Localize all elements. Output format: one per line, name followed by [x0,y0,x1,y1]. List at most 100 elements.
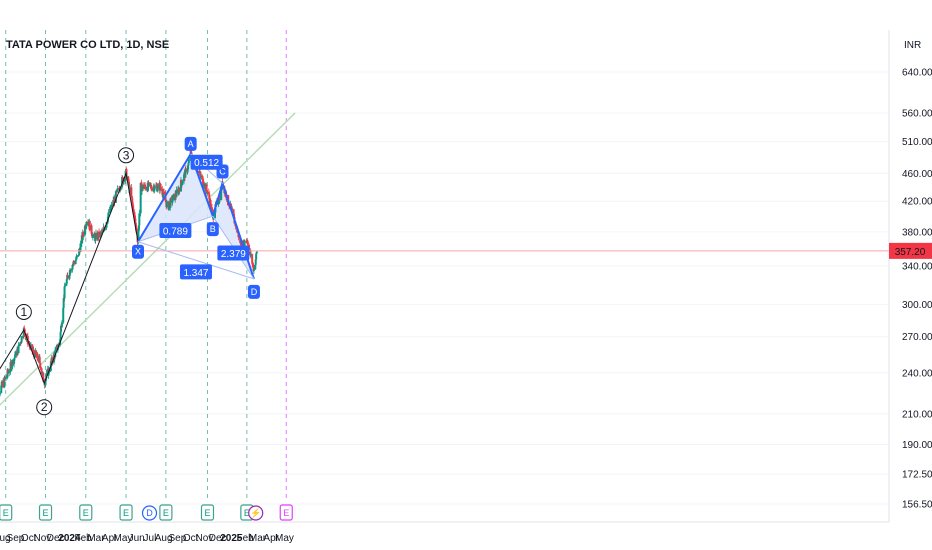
candle-body [189,157,192,160]
wave-label-circle [36,399,53,416]
candle-body [147,182,150,188]
candle-body [140,187,143,192]
event-letter: E [123,508,129,518]
candle-body [137,225,140,231]
candle-body [184,168,187,178]
candle-body [107,212,110,217]
candle-body [161,188,164,196]
candle-body [148,182,151,184]
candle-body [131,202,134,206]
last-price-badge: 357.20 [889,242,932,259]
candle-body [149,183,152,186]
event-marker-upcoming[interactable]: E [279,504,293,521]
candle-body [218,196,221,200]
event-badge[interactable] [38,504,53,521]
event-badge[interactable] [279,504,293,521]
event-badge[interactable] [0,504,13,521]
candle-body [206,192,209,194]
candle-body [98,231,101,238]
ratio-value: 1.347 [183,268,208,279]
candle-body [13,356,16,358]
candle-body [199,172,202,175]
candle-body [199,174,202,178]
event-marker-earnings[interactable]: E [38,504,53,521]
event-marker-earnings[interactable]: E [0,504,13,521]
pattern-ratio-line [137,241,255,280]
time-axis: AugSepOctNovDec2024FebMarAprMayJunJulAug… [0,533,294,544]
pattern-point-D: D [251,287,258,297]
candle-body [208,193,211,199]
event-marker-earnings[interactable]: E [200,504,215,521]
time-tick-label: Mar [87,533,105,544]
candle-body [232,209,235,215]
event-marker-earnings[interactable]: E [79,504,93,521]
candle-body [153,189,156,192]
candle-body [32,349,35,353]
wave-lines[interactable]: 1 2 3 [0,147,139,416]
event-marker-earnings[interactable]: E [159,504,173,521]
candle-body [51,357,54,362]
candle-body [94,232,97,236]
candle-body [70,269,73,271]
event-marker-dividend[interactable]: D [141,505,158,521]
wave-path[interactable] [0,171,139,385]
candle-body [254,259,257,265]
candle-body [164,200,167,203]
candle-body [60,326,63,332]
candle-body [130,195,133,198]
price-tick-label: 240.00 [902,368,932,379]
candle-body [203,183,206,188]
time-tick-label: Nov [195,533,213,544]
candle-body [143,187,146,189]
candle-body [166,201,169,203]
event-badge[interactable] [79,504,93,521]
candle-body [205,184,208,191]
event-marker-split[interactable]: ⚡ [248,505,264,521]
candle-body [249,250,252,256]
trendline[interactable] [0,112,296,417]
event-marker-earnings[interactable]: E [119,504,133,521]
price-tick-label: 190.00 [902,440,932,451]
candle-body [100,231,103,234]
event-badge[interactable] [141,505,158,521]
candle-body [38,357,41,364]
price-tick-label: 510.00 [902,137,932,148]
event-markers[interactable]: E E E E D E E E ⚡ E [0,504,293,521]
candle-body [190,150,193,153]
pattern-point-A: A [188,139,194,149]
event-badge[interactable] [200,504,215,521]
price-tick-label: 380.00 [902,227,932,238]
candle-body [31,344,34,352]
candle-body [156,189,159,192]
candle-body [209,199,212,208]
time-tick-label: Apr [102,533,118,544]
wave-label-2: 2 [41,400,48,414]
wave-label-1: 1 [20,305,27,319]
candle-body [153,185,156,190]
candle-body [180,179,183,183]
price-axis-panel[interactable] [889,0,932,522]
candle-body [113,198,116,203]
candle-body [172,194,175,196]
candle-body [74,260,77,265]
event-badge[interactable] [159,504,173,521]
candle-body [220,186,223,200]
event-badge[interactable] [248,505,264,521]
candle-body [18,343,21,346]
candle-body [63,286,66,299]
candle-body [186,169,189,173]
candle-body [68,275,71,279]
price-tick-label: 156.50 [902,500,932,511]
candle-body [212,217,215,220]
pattern-point-box [184,136,197,151]
candle-body [84,226,87,229]
last-price-value: 357.20 [895,247,926,258]
candle-body [144,186,147,190]
candle-body [132,205,135,213]
time-axis-panel[interactable] [0,522,932,550]
candle-body [65,283,68,286]
event-badge[interactable] [119,504,133,521]
ratio-box [190,154,223,170]
candle-body [0,385,3,393]
